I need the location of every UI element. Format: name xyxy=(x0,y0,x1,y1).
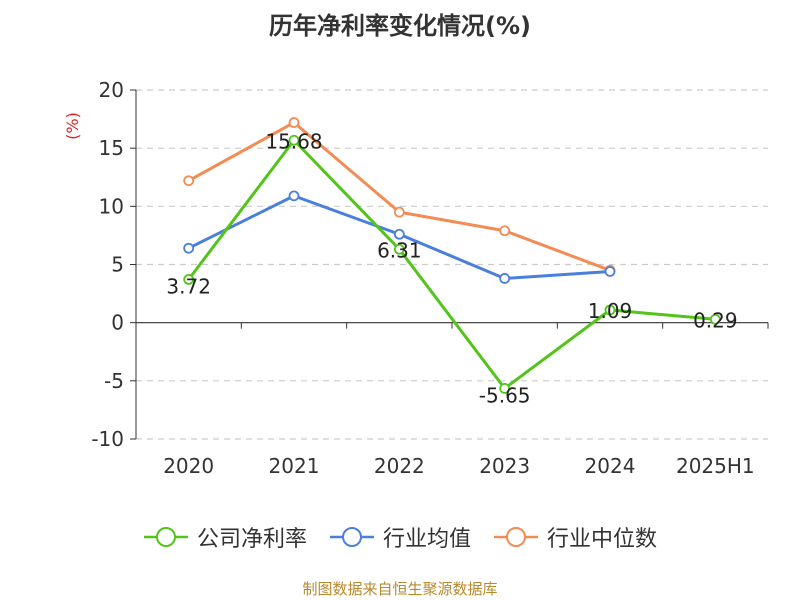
x-tick-label: 2022 xyxy=(374,454,425,478)
source-note: 制图数据来自恒生聚源数据库 xyxy=(302,580,498,598)
data-point xyxy=(499,382,511,394)
y-axis-label: (%) xyxy=(63,112,82,140)
y-tick-label: 10 xyxy=(99,194,124,218)
y-tick-label: 20 xyxy=(99,78,124,102)
y-tick-label: 0 xyxy=(111,311,124,335)
legend-item[interactable]: 行业中位数 xyxy=(493,521,657,553)
data-point xyxy=(288,117,300,128)
legend-marker xyxy=(341,527,362,547)
data-point xyxy=(709,313,721,325)
x-tick-label: 2024 xyxy=(585,454,636,478)
data-point xyxy=(499,225,511,237)
data-point xyxy=(288,134,300,146)
data-point xyxy=(288,190,300,202)
legend-label: 行业中位数 xyxy=(547,527,658,552)
data-point xyxy=(499,273,511,284)
legend-item[interactable]: 公司净利率 xyxy=(143,521,307,553)
data-point xyxy=(183,273,195,285)
data-point xyxy=(393,228,405,240)
data-label: 1.09 xyxy=(588,299,633,323)
data-label: 3.72 xyxy=(166,274,211,298)
legend-label: 行业均值 xyxy=(382,527,471,552)
data-point xyxy=(393,206,405,218)
x-tick-label: 2025H1 xyxy=(676,454,755,478)
data-point xyxy=(183,175,195,187)
legend: 公司净利率 行业均值 行业中位数 xyxy=(0,520,800,554)
y-tick-label: -10 xyxy=(91,427,124,451)
legend-swatch xyxy=(143,527,188,547)
y-tick-label: 5 xyxy=(111,253,124,277)
legend-marker xyxy=(155,527,176,547)
data-label: 15.68 xyxy=(265,129,322,153)
legend-swatch xyxy=(329,527,374,547)
data-point xyxy=(604,266,616,277)
data-point xyxy=(393,243,405,255)
data-label: 0.29 xyxy=(693,308,738,332)
x-tick-label: 2021 xyxy=(269,454,320,478)
data-label: -5.65 xyxy=(479,383,531,407)
data-point xyxy=(183,242,195,254)
legend-marker xyxy=(506,527,526,547)
y-tick-label: -5 xyxy=(104,369,124,393)
legend-swatch xyxy=(494,527,538,547)
y-tick-label: 15 xyxy=(99,136,124,160)
legend-label: 公司净利率 xyxy=(196,527,307,552)
x-tick-label: 2023 xyxy=(479,454,530,478)
series-line xyxy=(187,138,716,390)
legend-item[interactable]: 行业均值 xyxy=(329,521,471,553)
chart-title: 历年净利率变化情况(%) xyxy=(269,12,531,40)
data-label: 6.31 xyxy=(377,238,422,262)
x-tick-label: 2020 xyxy=(163,454,214,478)
data-point xyxy=(604,304,616,316)
